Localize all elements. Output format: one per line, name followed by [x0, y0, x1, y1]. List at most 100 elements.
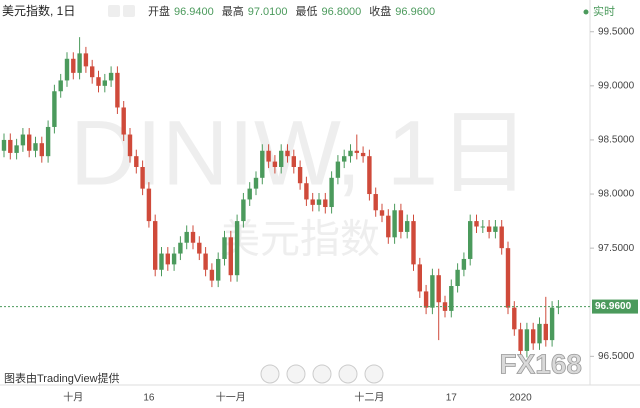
candle-body — [27, 134, 32, 151]
candle-body — [171, 253, 177, 265]
candle-body — [549, 307, 555, 341]
ohlc-name: 收盘 — [369, 4, 391, 18]
candle-body — [468, 221, 473, 259]
candle-body — [405, 221, 410, 232]
candle-body — [329, 177, 334, 208]
y-tick-label: 99.0000 — [598, 80, 635, 91]
candle-body — [159, 253, 164, 270]
candle-body — [64, 58, 70, 81]
ohlc-name: 最低 — [296, 5, 318, 18]
candle-body — [360, 152, 366, 157]
candle-body — [480, 226, 485, 228]
candle-body — [190, 231, 196, 243]
candle-body — [279, 150, 284, 167]
candle-body — [1, 139, 7, 151]
candle-body — [33, 143, 38, 151]
candle-body — [272, 161, 278, 167]
x-tick-label: 16 — [143, 393, 155, 404]
x-tick-label: 十二月 — [354, 391, 384, 404]
nav-button[interactable] — [260, 364, 280, 384]
candle-body — [430, 275, 435, 308]
ohlc-name: 开盘 — [148, 4, 170, 18]
ohlc-value: 96.9400 — [174, 6, 214, 18]
credit: 图表由TradingView提供 — [4, 371, 120, 385]
nav-button[interactable] — [286, 364, 306, 384]
candle-body — [121, 107, 126, 135]
watermark-name: 美元指数 — [220, 218, 380, 262]
candle-body — [222, 237, 227, 259]
candle-body — [134, 156, 139, 167]
candle-body — [304, 183, 309, 200]
candle-body — [90, 66, 95, 78]
candle-body — [285, 150, 290, 157]
candle-body — [83, 53, 89, 67]
nav-buttons — [260, 364, 384, 384]
icon-button[interactable] — [123, 5, 135, 17]
candle-body — [556, 306, 561, 308]
candle-body — [398, 210, 404, 232]
candle-body — [20, 134, 26, 146]
candle-body — [342, 156, 347, 162]
ohlc-value: 96.9600 — [395, 6, 435, 18]
candle-body — [531, 329, 536, 344]
y-tick-label: 99.5000 — [598, 26, 635, 37]
candle-body — [216, 258, 221, 281]
nav-button[interactable] — [364, 364, 384, 384]
candle-body — [45, 126, 51, 157]
x-tick-label: 十一月 — [216, 391, 246, 404]
x-tick-label: 2020 — [509, 393, 532, 404]
candle-body — [203, 253, 208, 270]
candle-body — [8, 139, 13, 153]
candle-body — [323, 199, 328, 208]
chart-title: 美元指数, 1日 — [2, 3, 75, 18]
candle-body — [297, 166, 303, 184]
candle-body — [266, 150, 271, 162]
ohlc-value: 97.0100 — [248, 6, 288, 18]
plot — [1, 37, 561, 358]
candle-body — [436, 275, 441, 303]
candle-body — [71, 58, 76, 73]
candle-body — [335, 161, 341, 178]
candle-body — [184, 231, 189, 243]
candle-body — [39, 143, 44, 157]
candle-body — [518, 329, 523, 351]
candle-body — [505, 248, 511, 308]
candle-body — [102, 80, 107, 86]
ohlc-info: 开盘 96.9400 最高 97.0100 最低 96.8000 收盘 96.9600 — [148, 4, 435, 18]
candle-body — [512, 307, 517, 330]
ohlc-name: 最高 — [222, 4, 244, 18]
icon-button[interactable] — [108, 5, 120, 17]
candle-body — [153, 221, 158, 270]
candle-body — [253, 177, 259, 189]
candle-body — [474, 221, 479, 227]
candle-body — [228, 237, 233, 276]
candle-body — [241, 199, 246, 222]
candle-body — [348, 150, 353, 157]
candle-body — [379, 210, 385, 216]
candle-body — [52, 91, 57, 127]
logo: FX168 — [500, 348, 583, 379]
candle-body — [209, 269, 215, 281]
last-price-tag — [592, 299, 638, 314]
x-tick-label: 17 — [446, 393, 458, 404]
candle-body — [411, 221, 416, 265]
nav-button[interactable] — [312, 364, 332, 384]
last-price-label: 96.9600 — [595, 301, 632, 312]
candle-body — [115, 72, 120, 108]
candle-body — [524, 329, 530, 351]
nav-button[interactable] — [338, 364, 358, 384]
candle-body — [537, 323, 542, 344]
candle-body — [461, 258, 467, 270]
candle-body — [455, 269, 460, 287]
candle-body — [260, 150, 265, 178]
candle-body — [499, 226, 504, 249]
candle-body — [449, 286, 454, 311]
candle-body — [108, 72, 114, 81]
live-button[interactable]: 实时 — [593, 4, 615, 18]
header-bar — [0, 0, 589, 22]
x-tick-label: 十月 — [63, 391, 83, 404]
candle-body — [127, 134, 133, 157]
candle-body — [165, 253, 170, 265]
ohlc-value: 96.8000 — [322, 6, 362, 18]
